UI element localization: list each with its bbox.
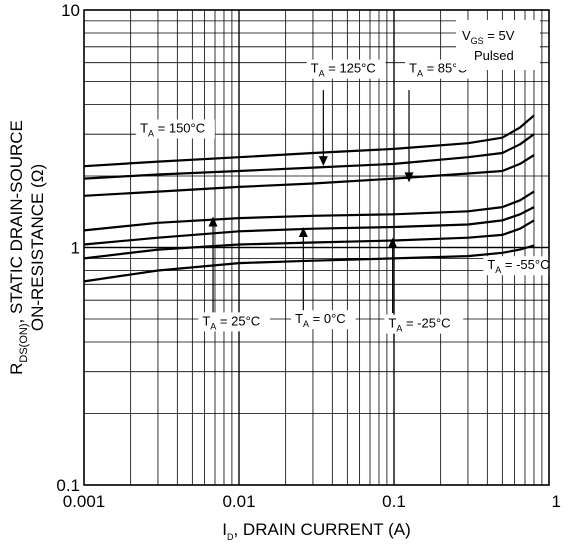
- curve-annotations: TA = 150°C TA = 125°C TA = 85°C TA = 25°C TA…: [136, 59, 563, 334]
- annotation-arrowhead: [388, 237, 398, 248]
- y-tick-label: 10: [61, 1, 80, 20]
- test-condition-box: VGS = 5V Pulsed: [456, 20, 540, 70]
- annotation-arrowhead: [298, 226, 308, 237]
- x-tick-label: 0.1: [382, 492, 406, 511]
- annotation-arrowhead: [208, 216, 218, 227]
- annotation-label-bg: [306, 59, 386, 79]
- series-line: [83, 133, 535, 180]
- annotation-label: TA = 150°C: [140, 120, 205, 138]
- annotation-label-bg: [198, 312, 271, 332]
- annotation-label-bg: [384, 314, 464, 334]
- y-tick-label: 1: [71, 239, 80, 258]
- condition-pulsed: Pulsed: [474, 48, 514, 63]
- annotation-label: TA = 25°C: [202, 313, 260, 331]
- annotation-label: TA = 0°C: [295, 311, 346, 329]
- series-line: [83, 206, 535, 246]
- annotation-arrowhead: [318, 156, 328, 167]
- annotation-label-bg: [136, 119, 215, 139]
- grid: [83, 9, 550, 486]
- plot-frame: [83, 9, 550, 486]
- series-line: [83, 244, 535, 283]
- series-line: [83, 219, 535, 260]
- y-tick-label: 0.1: [56, 476, 80, 495]
- condition-vgs: VGS = 5V: [462, 28, 515, 46]
- condition-box-bg: [456, 20, 540, 70]
- x-axis-title: ID, DRAIN CURRENT (A): [222, 520, 410, 542]
- y-axis-title-line1: RDS(ON), STATIC DRAIN-SOURCE: [7, 120, 30, 375]
- x-tick-label: 1: [552, 492, 561, 511]
- annotation-label: TA = 85°C: [409, 61, 467, 79]
- x-tick-label: 0.001: [63, 492, 106, 511]
- annotation-label: TA = -55°C: [487, 257, 549, 275]
- series-line: [83, 114, 535, 168]
- annotation-label-bg: [291, 310, 356, 330]
- series-lines: [83, 114, 535, 283]
- series-line: [83, 190, 535, 232]
- y-axis-title-line2: ON-RESISTANCE (Ω): [28, 164, 47, 331]
- series-line: [83, 154, 535, 197]
- annotation-label: TA = 125°C: [311, 61, 376, 79]
- annotation-label-bg: [483, 256, 563, 276]
- tick-labels: 0.001 0.01 0.1 1 0.1 1 10: [56, 1, 561, 511]
- annotation-label: TA = -25°C: [388, 316, 450, 334]
- annotation-arrowhead: [404, 172, 414, 183]
- x-tick-label: 0.01: [222, 492, 255, 511]
